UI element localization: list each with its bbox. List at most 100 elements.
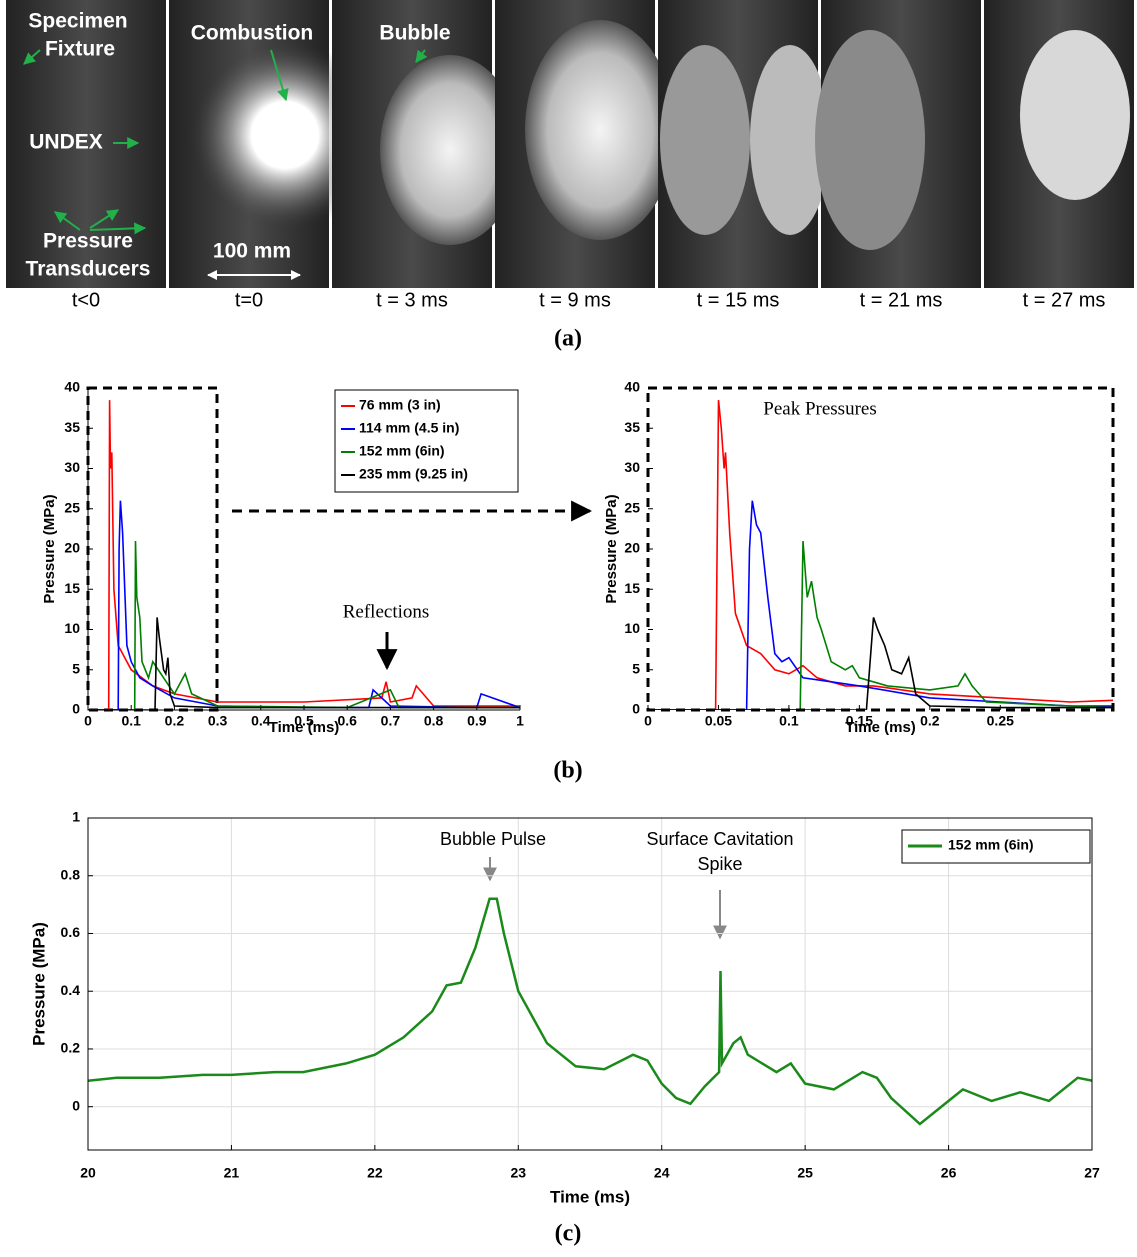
photo-panel: Specimen Fixture UNDEX Pressure Transduc… bbox=[6, 0, 1134, 288]
y-tick-label: 0 bbox=[632, 701, 640, 717]
legend-label: 235 mm (9.25 in) bbox=[359, 466, 468, 482]
annotation: UNDEX bbox=[29, 131, 103, 154]
x-tick-label: 0.4 bbox=[251, 713, 271, 729]
bubble-shape bbox=[1020, 30, 1130, 200]
annotation: Specimen bbox=[28, 10, 127, 33]
y-tick-label: 1 bbox=[72, 809, 80, 825]
bubble-shape bbox=[660, 45, 750, 235]
annotation: Surface Cavitation bbox=[646, 829, 793, 849]
x-axis-label: Time (ms) bbox=[269, 719, 340, 736]
bubble-shape bbox=[815, 30, 925, 250]
legend-label: 76 mm (3 in) bbox=[359, 397, 441, 413]
annotation: Reflections bbox=[343, 601, 430, 622]
x-tick-label: 0.05 bbox=[705, 713, 732, 729]
y-tick-label: 25 bbox=[64, 499, 80, 515]
bubble-shape bbox=[750, 45, 830, 235]
y-tick-label: 20 bbox=[64, 540, 80, 556]
x-axis-label: Time (ms) bbox=[550, 1187, 630, 1206]
x-tick-label: 0.3 bbox=[208, 713, 228, 729]
legend-label: 114 mm (4.5 in) bbox=[359, 420, 459, 436]
annotation: Combustion bbox=[191, 22, 313, 45]
data-line bbox=[88, 500, 520, 710]
frame-time: t = 3 ms bbox=[376, 289, 448, 311]
x-tick-label: 0.8 bbox=[424, 713, 444, 729]
y-axis-label: Pressure (MPa) bbox=[603, 494, 620, 603]
frame-time: t = 15 ms bbox=[697, 289, 780, 311]
x-tick-label: 24 bbox=[654, 1165, 670, 1181]
frame-time: t = 9 ms bbox=[539, 289, 611, 311]
panel-label: (a) bbox=[554, 326, 582, 352]
y-tick-label: 35 bbox=[624, 419, 640, 435]
data-line bbox=[88, 897, 1092, 1126]
frame-time: t = 27 ms bbox=[1023, 289, 1106, 311]
y-tick-label: 0 bbox=[72, 701, 80, 717]
y-tick-label: 40 bbox=[64, 379, 80, 395]
y-tick-label: 15 bbox=[624, 580, 640, 596]
y-tick-label: 0.8 bbox=[61, 866, 81, 882]
y-tick-label: 35 bbox=[64, 419, 80, 435]
y-tick-label: 0.2 bbox=[61, 1040, 81, 1056]
annotation: Spike bbox=[697, 854, 742, 874]
annotation: Fixture bbox=[45, 38, 115, 61]
plot-frame bbox=[87, 817, 1093, 1151]
legend-label: 152 mm (6in) bbox=[948, 837, 1034, 853]
x-tick-label: 26 bbox=[941, 1165, 957, 1181]
data-line bbox=[648, 540, 1113, 710]
y-tick-label: 0 bbox=[72, 1097, 80, 1113]
legend-box bbox=[334, 389, 519, 493]
y-tick-label: 10 bbox=[624, 620, 640, 636]
y-tick-label: 0.6 bbox=[61, 924, 81, 940]
x-tick-label: 21 bbox=[224, 1165, 240, 1181]
x-tick-label: 22 bbox=[367, 1165, 383, 1181]
annotation-arrows bbox=[23, 49, 428, 235]
x-tick-label: 0.1 bbox=[121, 713, 141, 729]
data-line bbox=[88, 617, 520, 710]
data-line bbox=[648, 400, 1113, 710]
x-tick-label: 0 bbox=[644, 713, 652, 729]
x-tick-label: 0 bbox=[84, 713, 92, 729]
panel-label: (b) bbox=[553, 758, 582, 784]
bubble-shape bbox=[525, 20, 675, 240]
bubble-shape bbox=[380, 55, 520, 245]
y-tick-label: 5 bbox=[72, 660, 80, 676]
x-tick-label: 23 bbox=[510, 1165, 526, 1181]
annotation: Peak Pressures bbox=[763, 398, 876, 419]
annotation: Pressure bbox=[43, 230, 133, 253]
panel-label: (c) bbox=[555, 1221, 582, 1247]
annotation: 100 mm bbox=[213, 240, 291, 263]
x-tick-label: 0.2 bbox=[165, 713, 185, 729]
data-line bbox=[648, 617, 1113, 710]
x-tick-label: 25 bbox=[797, 1165, 813, 1181]
annotation: Bubble Pulse bbox=[440, 829, 546, 849]
x-tick-label: 0.15 bbox=[846, 713, 873, 729]
y-tick-label: 5 bbox=[632, 660, 640, 676]
y-tick-label: 15 bbox=[64, 580, 80, 596]
frame-time: t<0 bbox=[72, 289, 100, 311]
data-line bbox=[88, 540, 520, 710]
y-tick-label: 40 bbox=[624, 379, 640, 395]
annotation: Transducers bbox=[26, 258, 151, 281]
plot-frame bbox=[646, 386, 1115, 712]
legend-label: 152 mm (6in) bbox=[359, 443, 445, 459]
data-line bbox=[648, 500, 1113, 710]
x-axis-label: Time (ms) bbox=[845, 719, 916, 736]
y-axis-label: Pressure (MPa) bbox=[41, 494, 58, 603]
y-tick-label: 30 bbox=[64, 459, 80, 475]
x-tick-label: 0.6 bbox=[337, 713, 357, 729]
x-tick-label: 0.9 bbox=[467, 713, 487, 729]
photo-frame bbox=[6, 0, 166, 288]
annotation: Bubble bbox=[379, 22, 450, 45]
y-tick-label: 25 bbox=[624, 499, 640, 515]
x-tick-label: 0.7 bbox=[381, 713, 401, 729]
y-tick-label: 0.4 bbox=[61, 982, 81, 998]
x-tick-label: 0.5 bbox=[294, 713, 314, 729]
x-tick-label: 27 bbox=[1084, 1165, 1100, 1181]
x-tick-label: 0.25 bbox=[987, 713, 1014, 729]
y-tick-label: 30 bbox=[624, 459, 640, 475]
frame-time: t = 21 ms bbox=[860, 289, 943, 311]
x-tick-label: 20 bbox=[80, 1165, 96, 1181]
x-tick-label: 0.2 bbox=[920, 713, 940, 729]
frame-time: t=0 bbox=[235, 289, 263, 311]
axes bbox=[87, 388, 520, 711]
